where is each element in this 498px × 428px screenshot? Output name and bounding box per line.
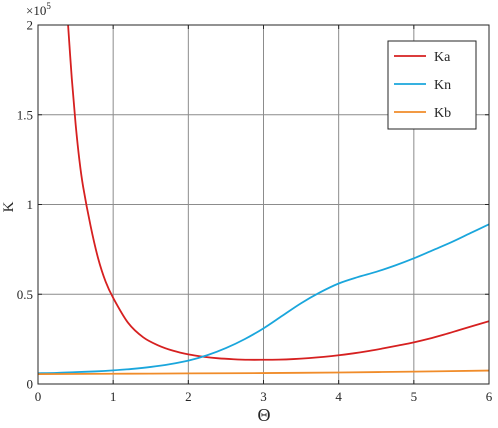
x-tick-label: 6	[486, 389, 493, 404]
y-tick-label: 0.5	[17, 287, 33, 302]
x-tick-label: 5	[411, 389, 418, 404]
y-axis-label: K	[1, 201, 17, 212]
y-exponent-label: ×105	[26, 1, 51, 18]
series-line-kb	[38, 369, 489, 376]
legend: Ka Kn Kb	[387, 40, 477, 130]
x-axis-label: Θ	[258, 405, 271, 425]
legend-label-kb: Kb	[434, 106, 451, 121]
y-tick-label: 0	[27, 377, 34, 392]
legend-label-ka: Ka	[434, 50, 451, 65]
legend-box	[387, 40, 477, 130]
grid	[38, 25, 489, 384]
x-tick-label: 2	[185, 389, 192, 404]
y-tick-label: 1.5	[17, 107, 33, 122]
x-tick-label: 0	[35, 389, 42, 404]
ticks	[37, 24, 490, 385]
series-line-ka	[67, 25, 489, 361]
x-tick-label: 4	[335, 389, 342, 404]
x-tick-label: 1	[110, 389, 117, 404]
tick-labels: 0 1 2 3 4 5 6 0 0.5 1 1.5 2	[17, 18, 493, 405]
y-tick-label: 2	[27, 18, 34, 33]
y-tick-label: 1	[27, 197, 34, 212]
x-tick-label: 3	[260, 389, 267, 404]
series-line-kn	[38, 223, 489, 375]
legend-label-kn: Kn	[434, 78, 451, 93]
y-exponent-power: 5	[46, 1, 51, 11]
series-layer	[38, 25, 489, 376]
